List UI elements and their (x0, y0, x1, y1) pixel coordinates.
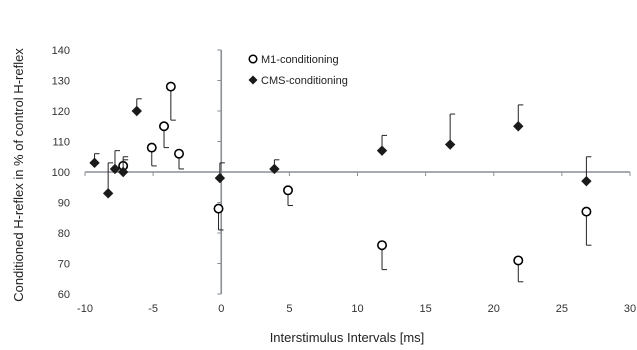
y-tick-label: 60 (58, 289, 70, 301)
x-tick-label: 5 (286, 303, 292, 315)
data-point (283, 185, 294, 196)
legend-item: CMS-conditioning (248, 75, 348, 87)
x-tick-label: 10 (351, 303, 363, 315)
y-tick-label: 80 (58, 228, 70, 240)
data-point (89, 157, 100, 169)
y-tick-label: 100 (52, 167, 70, 179)
y-tick-label: 140 (52, 45, 70, 57)
x-tick-label: 15 (420, 303, 432, 315)
x-tick-label: 25 (556, 303, 568, 315)
y-tick-label: 110 (52, 137, 70, 149)
x-tick-label: 30 (624, 303, 636, 315)
data-points (89, 81, 592, 283)
data-point (377, 240, 388, 251)
x-tick-label: 0 (218, 303, 224, 315)
y-tick-labels: 60 70 80 90 100 110 120 130 140 (52, 45, 70, 301)
data-point (213, 203, 224, 214)
data-point (174, 148, 185, 159)
series-m1-conditioning (118, 81, 592, 283)
x-tick-label: 20 (488, 303, 500, 315)
data-point (513, 121, 524, 132)
data-point (146, 142, 157, 153)
x-tick-label: -10 (77, 303, 93, 315)
data-point (444, 139, 456, 150)
x-tick-label: -5 (148, 303, 158, 315)
legend-label: M1-conditioning (261, 54, 339, 66)
x-axis-title: Interstimulus Intervals [ms] (270, 330, 425, 345)
x-tick-labels: -10 -5 0 5 10 15 20 25 30 (77, 303, 636, 315)
data-point (117, 166, 129, 178)
data-point (376, 145, 388, 156)
y-tick-label: 120 (52, 106, 70, 118)
data-point (165, 81, 176, 92)
y-tick-label: 70 (58, 259, 70, 271)
axes (84, 49, 631, 295)
data-point (159, 121, 170, 132)
data-point (109, 163, 121, 175)
data-point (513, 255, 524, 266)
y-axis-title: Conditioned H-reflex in % of control H-r… (11, 48, 26, 302)
data-point (581, 175, 592, 187)
legend-marker (248, 75, 258, 85)
data-point (214, 172, 226, 184)
legend: M1-conditioning CMS-conditioning (248, 54, 348, 87)
legend-label: CMS-conditioning (261, 75, 348, 87)
legend-marker (248, 54, 258, 64)
y-tick-label: 130 (52, 76, 70, 88)
data-point (269, 163, 280, 175)
legend-item: M1-conditioning (248, 54, 339, 66)
data-point (102, 188, 114, 199)
series-cms-conditioning (89, 98, 592, 199)
data-point (131, 105, 142, 117)
y-tick-label: 90 (58, 198, 70, 210)
data-point (581, 206, 592, 217)
